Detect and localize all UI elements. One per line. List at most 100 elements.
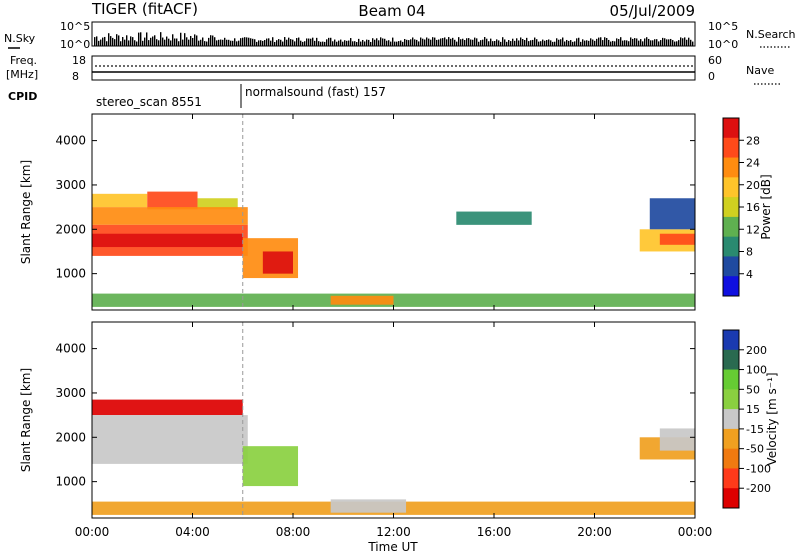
nave-point: [267, 65, 269, 67]
nsky-bar: [438, 39, 440, 46]
nave-point: [435, 65, 437, 67]
nsky-bar: [550, 40, 552, 46]
colorbar-swatch: [723, 137, 739, 159]
nave-point: [631, 65, 633, 67]
nsky-bar: [690, 39, 692, 46]
nsky-bar: [244, 37, 246, 46]
nave-point: [199, 65, 201, 67]
xtick-label: 00:00: [75, 525, 110, 539]
nsky-bar: [532, 39, 534, 46]
nave-point: [347, 65, 349, 67]
colorbar-tick-label: 50: [746, 383, 760, 396]
nave-point: [595, 65, 597, 67]
nsky-bar: [602, 40, 604, 46]
nsky-bar: [124, 39, 126, 46]
nsky-bar: [108, 33, 110, 46]
nsky-bar: [366, 39, 368, 46]
nsky-bar: [548, 39, 550, 46]
nsky-bar: [640, 39, 642, 46]
nave-point: [263, 65, 265, 67]
nave-point: [655, 65, 657, 67]
nave-point: [123, 65, 125, 67]
time-axis-label: Time UT: [367, 540, 418, 554]
nsky-bar: [612, 40, 614, 46]
nsky-bar: [274, 41, 276, 46]
nsky-bar: [204, 41, 206, 46]
nsky-bar: [164, 39, 166, 46]
nsky-label: N.Sky: [4, 32, 36, 45]
nsky-bar: [324, 41, 326, 46]
nsky-bar: [504, 39, 506, 46]
nave-point: [139, 65, 141, 67]
power-regions: [92, 114, 695, 310]
colorbar-swatch: [723, 197, 739, 218]
nsky-bar: [272, 37, 274, 46]
nave-point: [479, 65, 481, 67]
velocity-colorbar-label: Velocity [m s⁻¹]: [765, 372, 779, 465]
nsky-bar: [382, 38, 384, 46]
nsky-bar: [172, 34, 174, 46]
nsky-bar: [320, 41, 322, 46]
nave-point: [311, 65, 313, 67]
nsky-bar: [112, 37, 114, 46]
nave-point: [647, 65, 649, 67]
nave-point: [571, 65, 573, 67]
nave-point: [555, 65, 557, 67]
nsky-bar: [208, 37, 210, 46]
nsky-frame: [91, 21, 696, 47]
heatmap-cell: [92, 399, 243, 416]
nsky-bar: [552, 41, 554, 46]
nsky-bar: [574, 41, 576, 46]
colorbar-tick-label: 28: [746, 134, 760, 147]
nave-point: [523, 65, 525, 67]
nsky-bar: [194, 34, 196, 46]
nsky-bar: [262, 40, 264, 46]
xtick-label: 16:00: [477, 525, 512, 539]
xtick-label: 12:00: [376, 525, 411, 539]
nsky-bar: [454, 39, 456, 46]
nave-point: [491, 65, 493, 67]
nsky-bar: [376, 38, 378, 46]
nsky-bar: [414, 39, 416, 46]
nsky-bar: [526, 37, 528, 46]
nsky-bar: [630, 37, 632, 46]
nave-point: [443, 65, 445, 67]
power-colorbar: 28 24 20 16 12 8 4 Power [dB]: [722, 117, 773, 297]
nsky-bar: [494, 40, 496, 46]
nave-point: [667, 65, 669, 67]
colorbar-tick-label: 8: [746, 246, 753, 259]
nave-point: [575, 65, 577, 67]
nsky-bar: [356, 41, 358, 46]
nave-point: [359, 65, 361, 67]
nsky-bar: [330, 37, 332, 46]
nsky-bar: [344, 40, 346, 46]
nsky-bar: [462, 38, 464, 46]
nsky-bar: [674, 41, 676, 46]
nsky-bar: [554, 41, 556, 46]
nave-point: [307, 65, 309, 67]
nsky-bar: [420, 37, 422, 46]
nsky-bar: [518, 40, 520, 46]
nsky-bar: [134, 40, 136, 46]
nsky-bar: [578, 37, 580, 46]
nave-point: [587, 65, 589, 67]
nsky-bar: [156, 39, 158, 46]
nsky-bar: [516, 38, 518, 46]
nsky-bar: [440, 38, 442, 46]
nsky-bar: [434, 37, 436, 46]
nsky-bar: [542, 39, 544, 46]
nsky-bar: [540, 41, 542, 46]
nave-point: [563, 65, 565, 67]
nsky-bar: [562, 37, 564, 46]
nsky-bar: [206, 41, 208, 46]
colorbar-swatch: [723, 256, 739, 277]
nave-point: [451, 65, 453, 67]
nave-point: [495, 65, 497, 67]
nave-point: [191, 65, 193, 67]
nsky-bar: [298, 37, 300, 46]
nsky-bar: [322, 41, 324, 46]
nave-point: [687, 65, 689, 67]
nsky-bar: [282, 41, 284, 46]
nave-point: [319, 65, 321, 67]
colorbar-swatch: [723, 389, 739, 410]
